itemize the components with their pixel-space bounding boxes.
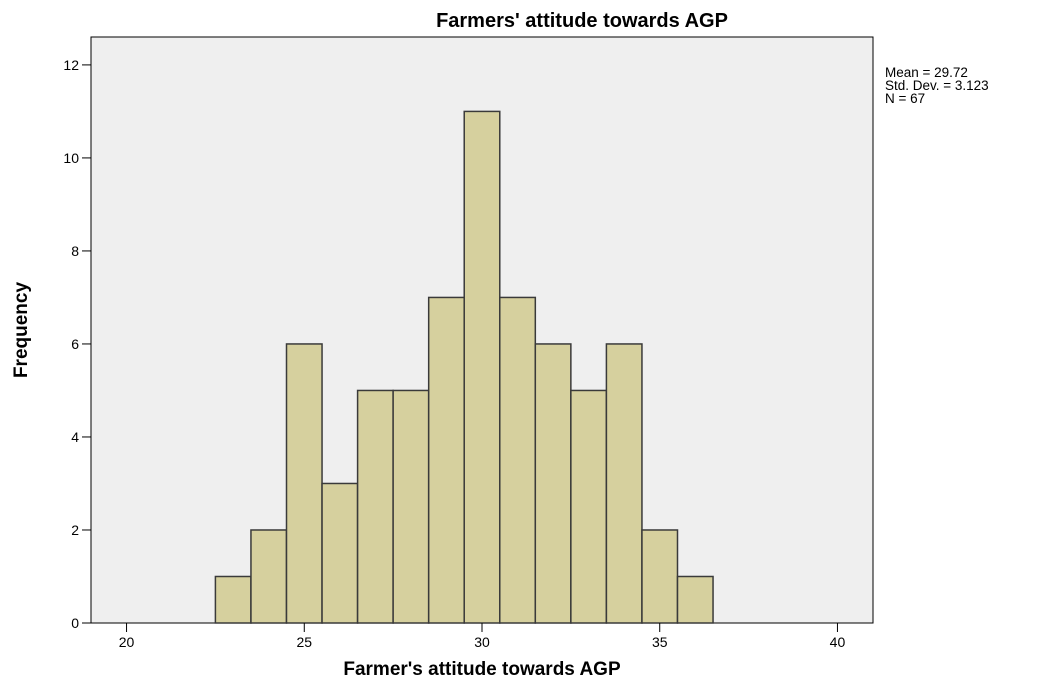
histogram-bar bbox=[676, 575, 714, 624]
histogram-bar bbox=[570, 389, 608, 624]
histogram-bar bbox=[321, 482, 359, 624]
y-tick-label: 4 bbox=[71, 429, 79, 445]
histogram-bar bbox=[427, 296, 465, 624]
y-tick-label: 6 bbox=[71, 336, 79, 352]
x-tick-label: 35 bbox=[652, 634, 668, 650]
y-tick-label: 10 bbox=[63, 150, 79, 166]
x-tick-label: 40 bbox=[830, 634, 846, 650]
x-tick-label: 20 bbox=[119, 634, 135, 650]
histogram-bar bbox=[463, 110, 501, 624]
y-axis-label: Frequency bbox=[11, 282, 32, 379]
stat-n: N = 67 bbox=[885, 91, 926, 106]
histogram-bar bbox=[356, 389, 394, 624]
x-axis-label: Farmer's attitude towards AGP bbox=[343, 659, 621, 680]
histogram-bar bbox=[605, 343, 643, 624]
statistics-box: Mean = 29.72 Std. Dev. = 3.123 N = 67 bbox=[885, 65, 989, 106]
stat-std-dev: Std. Dev. = 3.123 bbox=[885, 78, 989, 93]
y-tick-label: 8 bbox=[71, 243, 79, 259]
histogram-bar bbox=[250, 529, 288, 624]
histogram-bar bbox=[392, 389, 430, 624]
histogram-bar bbox=[641, 529, 679, 624]
histogram-bar bbox=[285, 343, 323, 624]
y-axis: 0 2 4 6 8 10 12 bbox=[63, 57, 91, 631]
y-tick-label: 2 bbox=[71, 522, 79, 538]
histogram-bar bbox=[534, 343, 572, 624]
x-tick-label: 30 bbox=[474, 634, 490, 650]
x-axis: 20 25 30 35 40 bbox=[119, 623, 846, 650]
histogram-bar bbox=[499, 296, 537, 624]
y-tick-label: 12 bbox=[63, 57, 79, 73]
chart-title: Farmers' attitude towards AGP bbox=[436, 10, 728, 32]
stat-mean: Mean = 29.72 bbox=[885, 65, 968, 80]
y-tick-label: 0 bbox=[71, 615, 79, 631]
bars-group bbox=[214, 110, 714, 624]
histogram-bar bbox=[214, 575, 252, 624]
x-tick-label: 25 bbox=[296, 634, 312, 650]
